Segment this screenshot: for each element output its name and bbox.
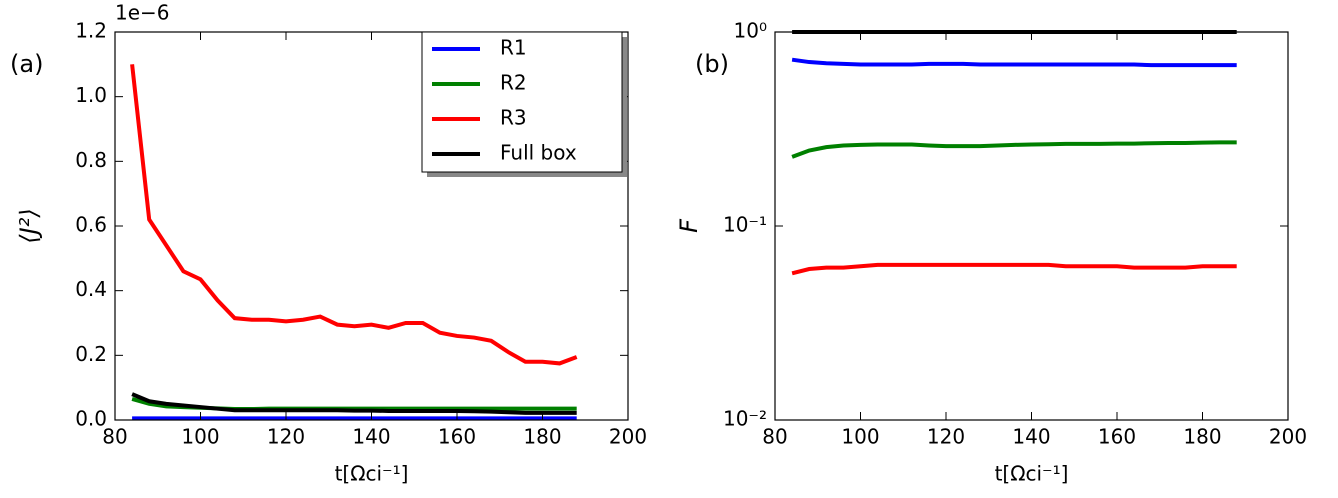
x-tick-label: 80	[102, 425, 127, 449]
offset-text: 1e−6	[115, 1, 170, 25]
series-line	[791, 57, 1237, 68]
y-tick-label: 0.4	[75, 277, 107, 301]
x-axis-label: t[Ωci⁻¹]	[995, 462, 1069, 486]
legend-label: R3	[500, 106, 527, 130]
y-tick-label: 1.0	[75, 83, 107, 107]
legend-box	[421, 31, 623, 173]
x-tick-label: 160	[1098, 425, 1136, 449]
series-line	[130, 64, 578, 366]
series-line	[791, 140, 1237, 159]
y-tick-label: 0.8	[75, 148, 107, 172]
y-tick-label: 10⁻²	[723, 407, 767, 431]
legend-label: R1	[500, 36, 527, 60]
x-axis-label: t[Ωci⁻¹]	[335, 462, 409, 486]
series-line	[791, 262, 1237, 276]
plot-frame	[774, 31, 1289, 421]
x-tick-label: 200	[1269, 425, 1307, 449]
y-tick-label: 0.2	[75, 342, 107, 366]
x-tick-label: 100	[841, 425, 879, 449]
x-tick-label: 140	[1012, 425, 1050, 449]
y-tick-label: 0.0	[75, 407, 107, 431]
y-tick-label: 1.2	[75, 19, 107, 43]
x-tick-label: 120	[927, 425, 965, 449]
y-axis-label: ⟨J²⟩	[15, 208, 43, 243]
legend-label: R2	[500, 71, 527, 95]
x-tick-label: 180	[523, 425, 561, 449]
y-tick-label: 10⁻¹	[723, 213, 767, 237]
panel-label: (b)	[695, 50, 729, 78]
y-axis-label: F	[675, 218, 703, 233]
legend-label: Full box	[500, 141, 577, 165]
x-tick-label: 80	[762, 425, 787, 449]
y-tick-label: 0.6	[75, 213, 107, 237]
x-tick-label: 120	[267, 425, 305, 449]
x-tick-label: 100	[181, 425, 219, 449]
x-tick-label: 160	[438, 425, 476, 449]
x-tick-label: 140	[352, 425, 390, 449]
x-tick-label: 180	[1183, 425, 1221, 449]
y-tick-label: 10⁰	[734, 19, 767, 43]
panel-label: (a)	[10, 50, 43, 78]
series-line	[131, 392, 577, 415]
x-tick-label: 200	[609, 425, 647, 449]
